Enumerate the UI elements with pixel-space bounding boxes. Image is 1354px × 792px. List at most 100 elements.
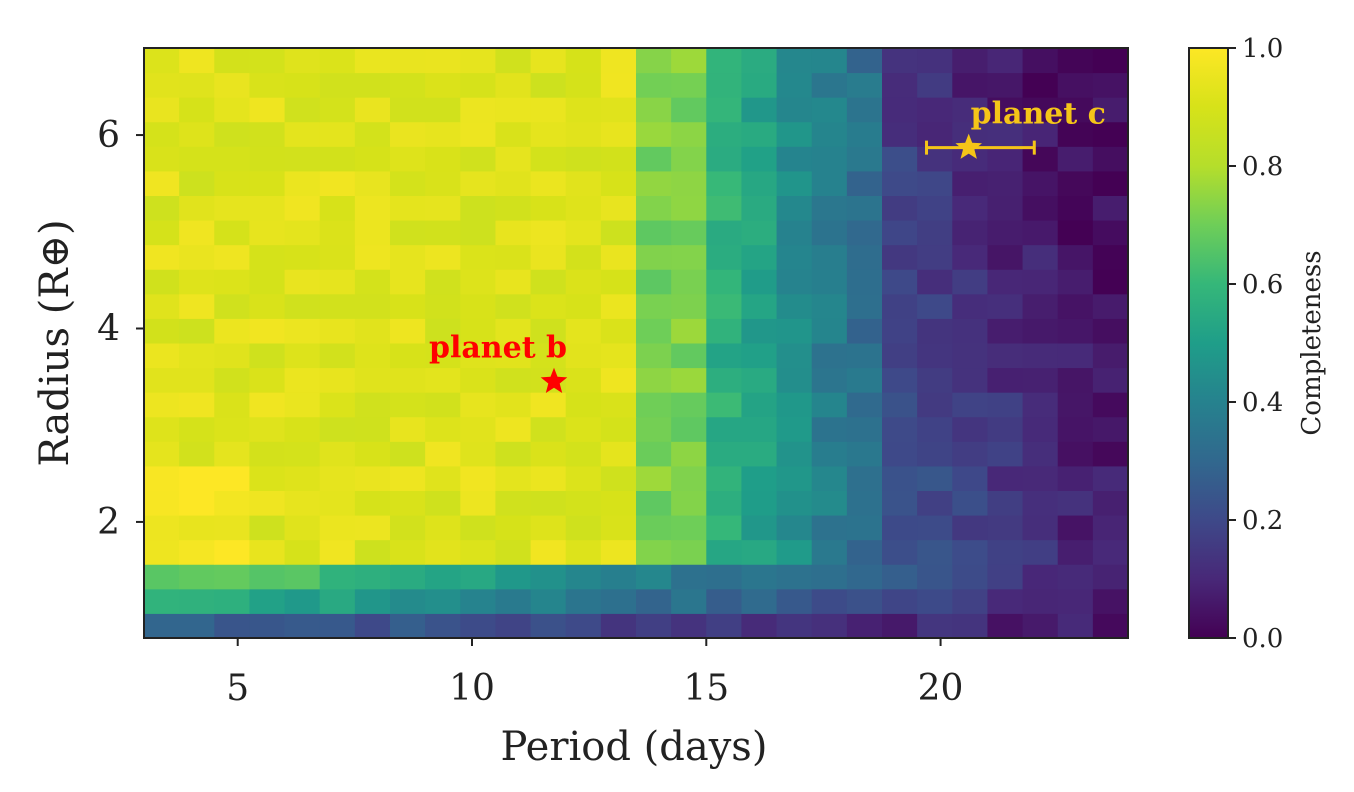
heatmap-cell xyxy=(179,293,215,319)
heatmap-cell xyxy=(882,490,918,516)
heatmap-cell xyxy=(811,195,848,221)
heatmap-cell xyxy=(600,613,637,639)
heatmap-cell xyxy=(952,48,988,74)
heatmap-cell xyxy=(1092,170,1129,196)
heatmap-cell xyxy=(636,72,672,98)
heatmap-cell xyxy=(987,318,1024,344)
heatmap-cell xyxy=(987,220,1024,246)
heatmap-cell xyxy=(952,539,988,565)
heatmap-cell xyxy=(776,97,813,123)
heatmap-cell xyxy=(1022,170,1059,196)
heatmap-cell xyxy=(354,588,391,614)
heatmap-cell xyxy=(425,244,461,270)
heatmap-cell xyxy=(284,465,321,491)
heatmap-cell xyxy=(600,588,637,614)
heatmap-cell xyxy=(319,170,356,196)
heatmap-cell xyxy=(917,146,953,172)
heatmap-cell xyxy=(390,97,426,123)
heatmap-cell xyxy=(354,367,391,393)
heatmap-cell xyxy=(811,416,848,442)
heatmap-cell xyxy=(952,220,988,246)
heatmap-cell xyxy=(284,269,321,295)
heatmap-cell xyxy=(741,392,778,418)
heatmap-cell xyxy=(706,515,742,541)
heatmap-cell xyxy=(987,515,1024,541)
heatmap-cell xyxy=(776,244,813,270)
heatmap-cell xyxy=(495,392,532,418)
heatmap-cell xyxy=(952,441,988,467)
x-tick-label: 20 xyxy=(918,668,964,709)
heatmap-cell xyxy=(671,515,707,541)
heatmap-cell xyxy=(144,416,180,442)
heatmap-cell xyxy=(144,367,180,393)
heatmap-cell xyxy=(671,465,707,491)
heatmap-cell xyxy=(706,72,742,98)
heatmap-cell xyxy=(214,490,250,516)
colorbar xyxy=(1188,47,1229,639)
heatmap-cell xyxy=(284,539,321,565)
heatmap-cell xyxy=(249,343,286,369)
heatmap-cell xyxy=(987,490,1024,516)
heatmap-cell xyxy=(706,121,742,147)
heatmap-cell xyxy=(846,367,883,393)
heatmap-cell xyxy=(846,195,883,221)
heatmap-cell xyxy=(1092,318,1129,344)
heatmap-cell xyxy=(882,72,918,98)
heatmap-cell xyxy=(706,97,742,123)
heatmap-cell xyxy=(600,564,637,590)
heatmap-cell xyxy=(565,539,602,565)
heatmap-cell xyxy=(460,564,496,590)
heatmap-cell xyxy=(284,121,321,147)
heatmap-cell xyxy=(495,146,532,172)
heatmap-cell xyxy=(425,293,461,319)
heatmap-cell xyxy=(846,343,883,369)
heatmap-cell xyxy=(460,343,496,369)
heatmap-cell xyxy=(1022,48,1059,74)
heatmap-cell xyxy=(179,588,215,614)
heatmap-cell xyxy=(952,72,988,98)
heatmap-cell xyxy=(565,515,602,541)
heatmap-cell xyxy=(460,220,496,246)
heatmap-cell xyxy=(636,416,672,442)
heatmap-cell xyxy=(390,392,426,418)
heatmap-cell xyxy=(706,465,742,491)
heatmap-cell xyxy=(811,490,848,516)
heatmap-cell xyxy=(390,170,426,196)
heatmap-cell xyxy=(1092,195,1129,221)
heatmap-cell xyxy=(319,146,356,172)
heatmap-cell xyxy=(495,416,532,442)
heatmap-cell xyxy=(987,343,1024,369)
heatmap-cell xyxy=(1057,416,1094,442)
heatmap-cell xyxy=(390,416,426,442)
heatmap-cell xyxy=(179,343,215,369)
heatmap-cell xyxy=(390,465,426,491)
heatmap-cell xyxy=(671,588,707,614)
heatmap-cell xyxy=(671,613,707,639)
heatmap-cell xyxy=(776,170,813,196)
heatmap-cell xyxy=(776,367,813,393)
heatmap-cell xyxy=(530,564,567,590)
heatmap-cell xyxy=(952,170,988,196)
heatmap-cell xyxy=(706,539,742,565)
heatmap-cell xyxy=(1057,613,1094,639)
heatmap-cell xyxy=(846,318,883,344)
heatmap-cell xyxy=(319,343,356,369)
heatmap-cell xyxy=(600,416,637,442)
heatmap-cell xyxy=(179,613,215,639)
heatmap-cell xyxy=(811,121,848,147)
heatmap-cell xyxy=(565,72,602,98)
heatmap-cell xyxy=(741,121,778,147)
heatmap-cell xyxy=(144,564,180,590)
heatmap-cell xyxy=(390,515,426,541)
heatmap-cell xyxy=(987,367,1024,393)
heatmap-cell xyxy=(354,392,391,418)
heatmap-cell xyxy=(530,269,567,295)
heatmap-cell xyxy=(917,490,953,516)
heatmap-cell xyxy=(249,613,286,639)
heatmap-cell xyxy=(600,244,637,270)
heatmap-cell xyxy=(214,318,250,344)
heatmap-cell xyxy=(741,318,778,344)
heatmap-cell xyxy=(846,220,883,246)
heatmap-cell xyxy=(952,269,988,295)
heatmap-cell xyxy=(214,97,250,123)
